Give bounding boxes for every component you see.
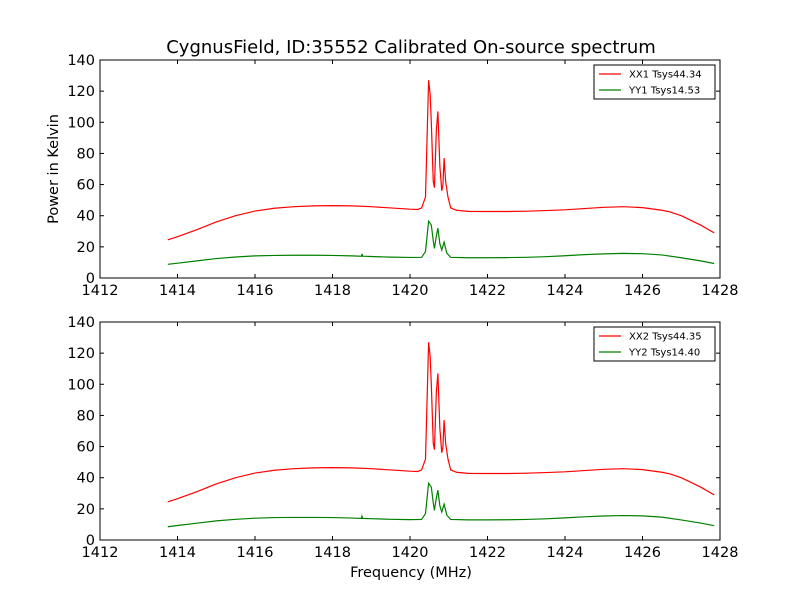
x-tick-label: 1418 [314,283,351,299]
legend: XX2 Tsys44.35 YY2 Tsys14.40 [593,326,716,362]
x-tick-label: 1418 [314,545,351,561]
legend-box [593,64,716,100]
y-tick-label: 0 [86,533,95,549]
legend-entry: YY1 Tsys14.53 [628,86,700,97]
y-tick-label: 20 [77,502,95,518]
legend-entry: YY2 Tsys14.40 [628,348,700,359]
series-line-xx1 [167,80,715,241]
y-tick-label: 140 [67,315,95,331]
y-axis-label: Power in Kelvin [46,114,62,224]
subplots-container: 1412 1414 1416 1418 1420 1422 1424 1426 1428 0 20 4… [46,53,738,561]
x-tick-label: 1412 [82,545,119,561]
y-tick-label: 100 [67,115,95,131]
x-tick-label: 1416 [237,283,274,299]
x-tick-label: 1424 [547,545,584,561]
legend-box [593,326,716,362]
y-tick-label: 0 [86,271,95,287]
x-tick-label: 1426 [624,545,661,561]
chart-title: CygnusField, ID:35552 Calibrated On-sour… [166,37,656,58]
y-tick-label: 120 [67,346,95,362]
x-tick-label: 1414 [159,283,196,299]
series-line-xx2 [167,342,715,503]
y-tick-label: 60 [77,178,95,194]
x-tick-label: 1420 [392,283,429,299]
legend-entry: XX2 Tsys44.35 [629,332,702,343]
x-tick-label: 1412 [82,283,119,299]
series-line-yy1 [167,219,715,265]
x-tick-label: 1428 [702,545,739,561]
x-tick-label: 1420 [392,545,429,561]
subplot-1: 1412 1414 1416 1418 1420 1422 1424 1426 1428 0 20 4… [46,53,738,299]
y-tick-label: 60 [77,440,95,456]
y-tick-label: 140 [67,53,95,69]
y-tick-label: 40 [77,471,95,487]
x-tick-label: 1416 [237,545,274,561]
x-tick-label: 1424 [547,283,584,299]
x-tick-label: 1426 [624,283,661,299]
subplot-2: 1412 1414 1416 1418 1420 1422 1424 1426 1428 0 20 4… [67,315,738,561]
legend-entry: XX1 Tsys44.34 [629,70,702,81]
y-tick-label: 120 [67,84,95,100]
series-line-yy2 [167,481,715,528]
y-tick-label: 80 [77,408,95,424]
y-tick-label: 40 [77,209,95,225]
y-tick-label: 100 [67,377,95,393]
legend: XX1 Tsys44.34 YY1 Tsys14.53 [593,64,716,100]
y-tick-label: 20 [77,240,95,256]
x-tick-label: 1422 [469,545,506,561]
x-tick-label: 1422 [469,283,506,299]
x-tick-label: 1414 [159,545,196,561]
y-tick-label: 80 [77,146,95,162]
x-axis-label: Frequency (MHz) [350,565,472,581]
x-tick-label: 1428 [702,283,739,299]
